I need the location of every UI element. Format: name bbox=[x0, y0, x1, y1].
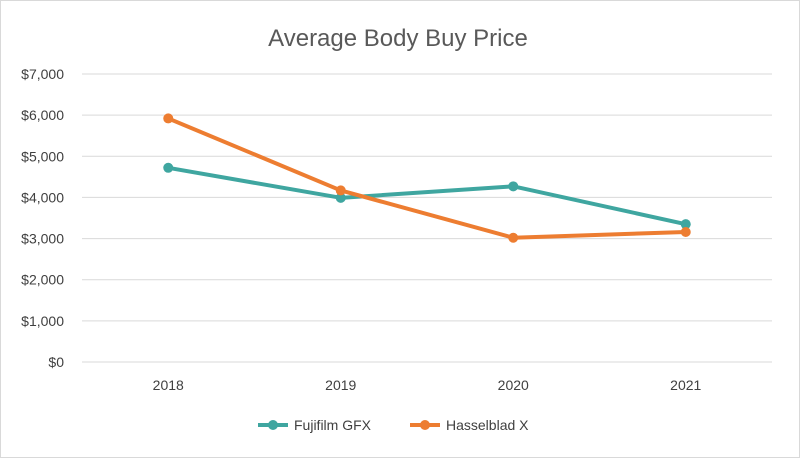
series-line bbox=[166, 165, 688, 227]
y-tick-label: $6,000 bbox=[21, 107, 64, 123]
series-fujifilm-gfx bbox=[163, 162, 691, 230]
data-point bbox=[163, 162, 174, 173]
data-point bbox=[335, 185, 346, 196]
y-axis-ticks: $0 $1,000 $2,000 $3,000 $4,000 $5,000 $6,000 $7… bbox=[21, 66, 64, 370]
data-point bbox=[508, 232, 519, 243]
y-tick-label: $7,000 bbox=[21, 66, 64, 82]
legend: Fujifilm GFX Hasselblad X bbox=[258, 417, 529, 433]
gridlines bbox=[82, 73, 772, 363]
series-hasselblad-x bbox=[163, 113, 691, 243]
y-tick-label: $2,000 bbox=[21, 272, 64, 288]
y-tick-label: $4,000 bbox=[21, 189, 64, 205]
y-tick-label: $5,000 bbox=[21, 148, 64, 164]
data-point bbox=[335, 192, 346, 203]
data-point bbox=[680, 219, 691, 230]
legend-item: Fujifilm GFX bbox=[258, 417, 372, 433]
legend-item: Hasselblad X bbox=[410, 417, 529, 433]
x-tick-label: 2018 bbox=[153, 377, 184, 393]
legend-label: Hasselblad X bbox=[446, 417, 529, 433]
x-tick-label: 2021 bbox=[670, 377, 701, 393]
legend-swatch-marker bbox=[268, 420, 278, 430]
x-tick-label: 2020 bbox=[498, 377, 529, 393]
y-tick-label: $3,000 bbox=[21, 231, 64, 247]
series-group bbox=[163, 113, 691, 243]
series-line bbox=[166, 116, 688, 240]
y-tick-label: $0 bbox=[48, 354, 64, 370]
x-axis-ticks: 2018 2019 2020 2021 bbox=[153, 377, 702, 393]
data-point bbox=[680, 226, 691, 237]
data-point bbox=[508, 181, 519, 192]
legend-swatch-marker bbox=[420, 420, 430, 430]
y-tick-label: $1,000 bbox=[21, 313, 64, 329]
x-tick-label: 2019 bbox=[325, 377, 356, 393]
data-point bbox=[163, 113, 174, 124]
chart-title: Average Body Buy Price bbox=[268, 25, 528, 52]
legend-label: Fujifilm GFX bbox=[294, 417, 372, 433]
